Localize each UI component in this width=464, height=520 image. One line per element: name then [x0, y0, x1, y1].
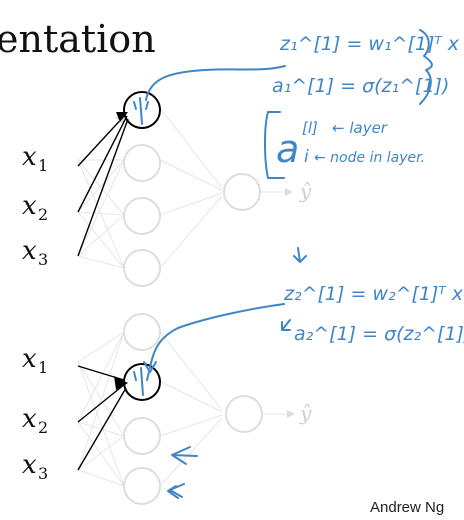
- annotation-top: z₁^[1] = w₁^[1]ᵀ x + b₁^[1] a₁^[1] = σ(z…: [145, 29, 464, 179]
- notation-bracket: [264, 111, 285, 179]
- hidden-node-4: [123, 249, 161, 287]
- svg-text:x: x: [22, 236, 37, 266]
- top-faded-connections: [77, 107, 293, 269]
- hidden-node-1-active: [123, 91, 161, 129]
- notation-subscript: i: [304, 147, 309, 167]
- node-split-mark-1: [133, 97, 149, 125]
- handdrawn-arrow-2: [167, 483, 185, 499]
- input-x1-top: x 1: [22, 142, 48, 175]
- bottom-output-label: ŷ: [299, 401, 312, 425]
- pointer-arrowhead-bottom: [143, 361, 157, 373]
- author-credit: Andrew Ng: [370, 499, 444, 516]
- input-x2-bottom: x 2: [22, 404, 48, 437]
- input-x3-bottom: x 3: [22, 450, 48, 483]
- down-arrow-note: [293, 247, 307, 263]
- input-x3-top: x 3: [22, 236, 48, 269]
- equation-a2: a₂^[1] = σ(z₂^[1]): [294, 323, 464, 345]
- notation-symbol: a: [276, 127, 299, 171]
- svg-text:x: x: [22, 142, 37, 172]
- output-label: ŷ: [299, 179, 312, 203]
- pointer-curve-top: [145, 65, 286, 101]
- bottom-hidden-node-2-active: [123, 363, 161, 401]
- svg-text:3: 3: [38, 464, 48, 483]
- up-arrow-note: [281, 319, 291, 331]
- top-network: ŷ x 1 x 2 x 3: [22, 91, 312, 287]
- bottom-hidden-node-4: [123, 467, 161, 505]
- bottom-output-node: [225, 395, 263, 433]
- pointer-curve-bottom: [149, 303, 285, 369]
- svg-text:1: 1: [38, 156, 48, 175]
- node-split-mark-2: [133, 367, 150, 396]
- hidden-node-3: [123, 197, 161, 235]
- svg-text:2: 2: [38, 205, 48, 224]
- input-x1-bottom: x 1: [22, 344, 48, 377]
- curly-brace: [419, 29, 433, 105]
- notation-superscript: [l]: [302, 119, 318, 137]
- top-active-connections: [77, 112, 129, 257]
- bottom-hidden-node-1: [123, 313, 161, 351]
- svg-text:x: x: [22, 450, 37, 480]
- svg-text:x: x: [22, 191, 37, 221]
- svg-text:x: x: [22, 344, 37, 374]
- annotation-bottom: z₂^[1] = w₂^[1]ᵀ x + b₂^[1] a₂^[1] = σ(z…: [143, 247, 464, 373]
- bottom-network: ŷ x 1 x 2 x 3: [22, 313, 312, 505]
- svg-text:2: 2: [38, 418, 48, 437]
- bottom-faded-connections: [77, 331, 295, 487]
- output-node: [223, 173, 261, 211]
- svg-text:1: 1: [38, 358, 48, 377]
- equation-z2: z₂^[1] = w₂^[1]ᵀ x + b₂^[1]: [283, 283, 464, 305]
- bottom-hidden-node-3: [123, 417, 161, 455]
- equation-a1: a₁^[1] = σ(z₁^[1]): [272, 75, 449, 97]
- equation-z1: z₁^[1] = w₁^[1]ᵀ x + b₁^[1]: [279, 33, 464, 55]
- bottom-active-connections: [77, 365, 128, 471]
- input-x2-top: x 2: [22, 191, 48, 224]
- slide-title: entation: [0, 17, 156, 61]
- hidden-node-2: [123, 144, 161, 182]
- svg-text:3: 3: [38, 250, 48, 269]
- notation-layer-label: ← layer: [332, 119, 388, 137]
- handdrawn-arrow-1: [171, 446, 198, 465]
- notation-node-label: ← node in layer.: [314, 150, 425, 166]
- svg-text:x: x: [22, 404, 37, 434]
